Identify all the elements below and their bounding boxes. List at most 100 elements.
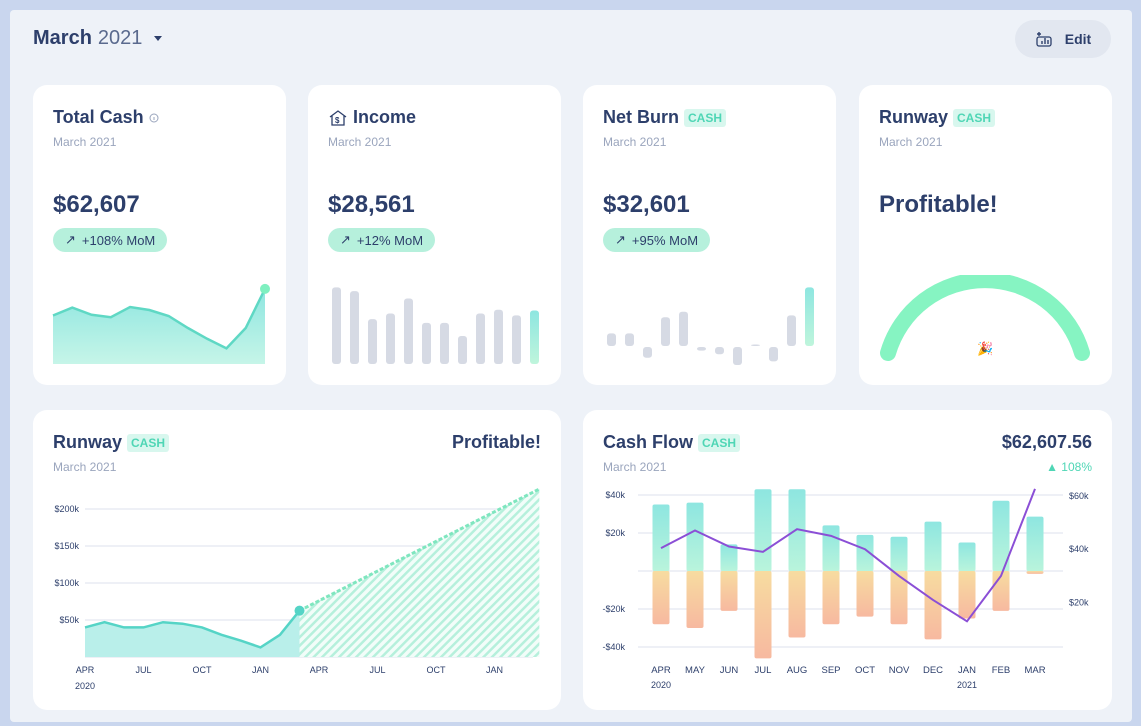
change-text: +95% MoM: [631, 232, 699, 248]
x-tick-label: AUG: [787, 665, 808, 676]
net-burn-bar: [733, 347, 742, 365]
net-burn-bar: [715, 347, 724, 355]
income-bars: [332, 287, 539, 364]
cash-tag: CASH: [953, 108, 996, 127]
expense-bar: [652, 571, 670, 625]
arrow-up-right-icon: ↗: [340, 232, 351, 247]
expense-bar: [720, 571, 738, 611]
net-burn-bar: [805, 287, 814, 346]
net-burn-bar: [661, 317, 670, 346]
expense-bar: [958, 571, 976, 619]
income-bar: [350, 291, 359, 364]
net-burn-bar: [643, 347, 652, 358]
gauge-arc: [880, 275, 1090, 361]
income-bar: [822, 525, 840, 571]
svg-text:$: $: [335, 116, 340, 125]
card-title: Income: [353, 107, 417, 127]
total-cash-card[interactable]: Total Cash March 2021 $62,607 ↗ +108% MoM: [33, 85, 286, 385]
income-bar: [686, 502, 704, 571]
cash-flow-card[interactable]: Cash Flow CASH March 2021 $62,607.56 ▲ 10…: [583, 410, 1112, 710]
expense-bar: [788, 571, 806, 638]
income-bar: [440, 322, 449, 364]
period-year: 2021: [97, 27, 143, 49]
x-tick-label: JUL: [755, 665, 772, 676]
card-period: March 2021: [53, 460, 117, 474]
runway-card[interactable]: Runway CASH March 2021 Profitable! 🎉: [859, 85, 1112, 385]
change-text: +108% MoM: [81, 232, 156, 248]
period-selector[interactable]: March 2021: [33, 27, 163, 50]
x-tick-label: OCT: [427, 665, 447, 675]
net-burn-bar: [751, 344, 760, 346]
change-badge: ↗ +95% MoM: [603, 228, 711, 252]
income-bar: [368, 319, 377, 364]
cash-flow-change: ▲ 108%: [1046, 460, 1092, 474]
card-title: Runway: [53, 432, 123, 452]
card-period: March 2021: [603, 460, 667, 474]
income-bar: [404, 298, 413, 364]
x-tick-label: MAR: [1024, 665, 1045, 676]
left-y-tick-label: -$40k: [602, 642, 625, 652]
x-tick-label: JAN: [252, 665, 269, 675]
card-title: Runway: [879, 107, 949, 127]
income-bar: [720, 544, 738, 571]
income-bar: [458, 335, 467, 364]
sparkline-endpoint: [260, 283, 270, 294]
x-tick-label: APR: [651, 665, 671, 676]
x-year-label: 2020: [651, 680, 671, 690]
left-y-tick-label: $40k: [605, 490, 625, 500]
x-tick-label: SEP: [821, 665, 840, 676]
income-bar: [422, 322, 431, 364]
income-bar: [512, 315, 521, 364]
arrow-up-right-icon: ↗: [615, 232, 626, 247]
income-bar: [890, 536, 908, 571]
historical-line: [84, 609, 301, 649]
x-year-label: 2020: [75, 681, 95, 691]
income-bar: [754, 489, 772, 571]
net-burn-bar: [787, 315, 796, 346]
edit-button[interactable]: Edit: [1015, 20, 1111, 58]
net-burn-bar: [697, 347, 706, 351]
cash-balance-line: [660, 488, 1036, 623]
cash-flow-chart: $40k $20k -$20k -$40k $60k $40k $20k APR 2020 MAY…: [602, 488, 1089, 690]
net-burn-card[interactable]: Net Burn CASH March 2021 $32,601 ↗ +95% Mo…: [583, 85, 836, 385]
card-period: March 2021: [879, 135, 943, 149]
runway-chart-card[interactable]: Runway CASH March 2021 Profitable! $50k $1…: [33, 410, 561, 710]
x-tick-label: APR: [310, 665, 329, 675]
sparkline-area: [53, 288, 265, 364]
sparkline-line: [52, 288, 267, 350]
expense-bar: [686, 571, 704, 628]
cash-tag: CASH: [684, 108, 727, 127]
card-period: March 2021: [328, 135, 392, 149]
card-title: Net Burn: [603, 107, 679, 127]
caret-down-icon: [154, 36, 163, 41]
net-burn-bar: [769, 347, 778, 362]
info-icon[interactable]: [149, 113, 159, 123]
card-value: $32,601: [603, 191, 690, 218]
runway-chart: $50k $100k $150k $200k APR JUL OCT JAN APR JUL OCT…: [54, 487, 541, 691]
change-badge: ↗ +108% MoM: [53, 228, 168, 252]
runway-status: Profitable!: [451, 432, 541, 452]
right-y-tick-label: $60k: [1069, 491, 1089, 501]
x-tick-label: JUN: [720, 665, 739, 676]
total-cash-sparkline: [52, 283, 270, 364]
house-dollar-icon: $: [329, 109, 347, 126]
card-period: March 2021: [603, 135, 667, 149]
y-tick-label: $150k: [54, 541, 79, 551]
income-bar: [476, 313, 485, 364]
card-title: Total Cash: [53, 107, 144, 127]
cash-tag: CASH: [127, 433, 170, 452]
card-value: $62,607: [53, 191, 140, 218]
cash-flow-total: $62,607.56: [1001, 432, 1092, 452]
income-bar: [386, 313, 395, 364]
expense-bar: [890, 571, 908, 625]
income-card[interactable]: $ Income March 2021 $28,561 ↗ +12% MoM: [308, 85, 561, 385]
expense-bar: [754, 571, 772, 659]
x-tick-label: FEB: [992, 665, 1010, 676]
income-bar: [652, 504, 670, 571]
card-value: $28,561: [328, 191, 415, 218]
projection-line: [298, 487, 541, 613]
card-period: March 2021: [53, 135, 117, 149]
expense-bar: [1026, 571, 1044, 574]
edit-label: Edit: [1064, 31, 1092, 47]
expense-bar: [856, 571, 874, 617]
